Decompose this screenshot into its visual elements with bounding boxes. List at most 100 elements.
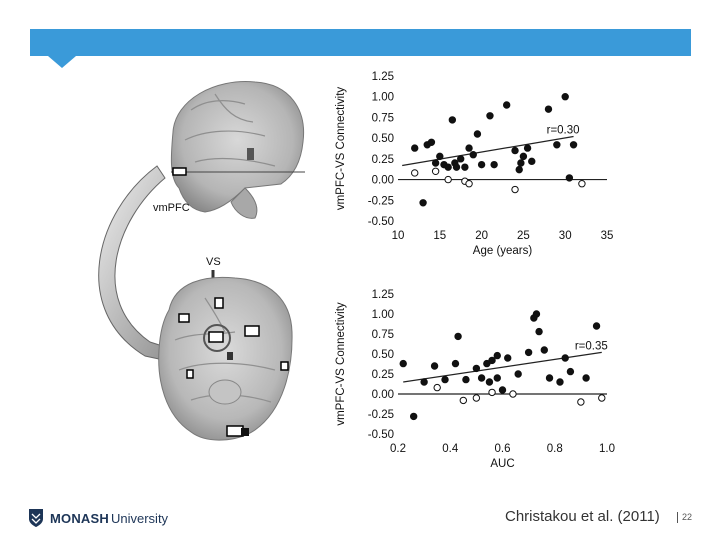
chart1-point-filled xyxy=(399,359,407,368)
chart1-point-filled xyxy=(493,374,501,382)
chart0-point-filled xyxy=(502,101,511,109)
chart0-xtick-label: 20 xyxy=(475,230,488,242)
header-bar xyxy=(30,29,691,56)
chart0-xtick-label: 30 xyxy=(559,230,572,242)
chart1-point-open xyxy=(488,388,496,397)
chart1-r-annotation: r=0.35 xyxy=(575,340,608,352)
chart0-ytick-label: 0.00 xyxy=(372,175,394,187)
chart1-point-filled xyxy=(504,354,512,362)
chart1-ytick-label: 0.00 xyxy=(372,389,394,401)
chart1-point-filled xyxy=(441,375,449,384)
chart1-xtick-label: 0.2 xyxy=(390,443,406,455)
chart0-point-open xyxy=(431,167,440,175)
chart0-ytick-label: 0.75 xyxy=(372,112,394,124)
chart1-ytick-label: 0.25 xyxy=(372,369,394,381)
chart1-ytick-label: 1.25 xyxy=(372,289,394,301)
chart1-point-filled xyxy=(566,367,575,376)
chart1-point-filled xyxy=(454,332,462,341)
chart1-point-open xyxy=(459,396,468,405)
chart0-point-filled xyxy=(452,163,461,171)
chart0-point-filled xyxy=(528,157,536,166)
chart0-xtick-label: 10 xyxy=(392,230,405,242)
header-banner xyxy=(30,29,691,68)
chart0-point-filled xyxy=(519,152,528,161)
chart1-point-filled xyxy=(592,322,601,330)
chart0-r-annotation: r=0.30 xyxy=(547,124,580,136)
chart0-ytick-label: -0.50 xyxy=(368,216,394,228)
vmpfc-label: vmPFC xyxy=(153,202,190,214)
chart0-point-filled xyxy=(511,146,519,155)
chart0-point-filled xyxy=(473,130,482,138)
chart1-point-filled xyxy=(430,362,439,370)
chart0-ytick-label: -0.25 xyxy=(368,195,394,207)
chart0-xtick-label: 15 xyxy=(433,230,446,242)
chart1-xlabel: AUC xyxy=(490,458,514,470)
chart1-point-filled xyxy=(477,374,486,382)
chart0-point-filled xyxy=(461,163,469,171)
chart0-ytick-label: 1.25 xyxy=(372,71,394,83)
chart0-point-filled xyxy=(457,155,465,163)
chart0-point-filled xyxy=(444,163,452,171)
chart1-point-filled xyxy=(545,374,554,382)
chart0-point-filled xyxy=(469,151,477,159)
chart0-point-filled xyxy=(565,174,574,182)
chart1-point-filled xyxy=(488,356,496,365)
chart0-ytick-label: 1.00 xyxy=(372,92,394,104)
chart0-point-filled xyxy=(448,116,457,124)
citation: Christakou et al. (2011) xyxy=(505,508,660,525)
brain-figure: vmPFC VS xyxy=(98,81,305,441)
chart1-ytick-label: -0.50 xyxy=(368,429,394,441)
chart1-point-filled xyxy=(493,351,501,360)
chart0-point-open xyxy=(465,180,473,188)
header-tab-marker xyxy=(48,56,76,68)
sagittal-brain xyxy=(170,81,305,219)
chart1-xtick-label: 0.4 xyxy=(442,443,459,455)
chart0-point-filled xyxy=(427,138,436,146)
chart0-ytick-label: 0.25 xyxy=(372,154,394,166)
chart1-point-filled xyxy=(462,375,470,384)
chart0-ytick-label: 0.50 xyxy=(372,133,394,145)
chart1-point-filled xyxy=(524,348,533,357)
chart0-point-filled xyxy=(436,152,444,161)
chart0-point-open xyxy=(444,175,452,184)
chart1-point-filled xyxy=(451,359,460,368)
chart0-point-filled xyxy=(544,105,553,113)
chart0-point-filled xyxy=(486,112,494,120)
chart1-point-open xyxy=(433,383,441,392)
chart0-point-open xyxy=(511,185,519,194)
chart0-point-filled xyxy=(419,199,427,207)
chart1-ylabel: vmPFC-VS Connectivity xyxy=(335,302,347,426)
auc-connectivity-chart: vmPFC-VS Connectivity 1.25 1.00 0.75 0.50 0.2… xyxy=(335,289,615,470)
chart1-xtick-label: 0.6 xyxy=(495,443,511,455)
monash-shield-icon xyxy=(29,509,43,527)
chart1-point-filled xyxy=(556,378,564,386)
chart1-ytick-label: 0.50 xyxy=(372,349,394,361)
chart1-point-filled xyxy=(409,412,418,421)
chart1-point-filled xyxy=(485,378,494,386)
chart0-point-open xyxy=(578,180,586,188)
page-number: 22 xyxy=(677,512,692,523)
chart0-point-filled xyxy=(465,144,473,152)
chart1-point-open xyxy=(577,398,585,406)
chart1-ytick-label: -0.25 xyxy=(368,409,394,421)
chart1-ytick-label: 1.00 xyxy=(372,309,394,321)
chart1-point-filled xyxy=(483,359,491,368)
chart1-point-filled xyxy=(514,370,522,378)
chart1-point-open xyxy=(472,394,481,402)
chart0-point-filled xyxy=(561,93,569,101)
chart1-point-filled xyxy=(498,386,507,394)
chart0-ylabel: vmPFC-VS Connectivity xyxy=(335,87,347,211)
chart0-point-filled xyxy=(515,165,523,174)
chart0-point-filled xyxy=(431,159,440,167)
vs-label: VS xyxy=(206,256,221,268)
logo-main-text: MONASH xyxy=(50,510,109,526)
chart0-point-filled xyxy=(411,144,419,152)
chart0-point-open xyxy=(411,169,419,177)
chart1-point-filled xyxy=(561,354,569,362)
chart0-xtick-label: 25 xyxy=(517,230,530,242)
chart1-point-filled xyxy=(540,346,549,354)
chart0-fit-line xyxy=(402,135,574,167)
age-connectivity-chart: vmPFC-VS Connectivity 1.25 1.00 0.75 0.50 0.2… xyxy=(335,71,613,257)
chart0-point-filled xyxy=(523,144,532,152)
chart0-point-filled xyxy=(477,160,486,169)
